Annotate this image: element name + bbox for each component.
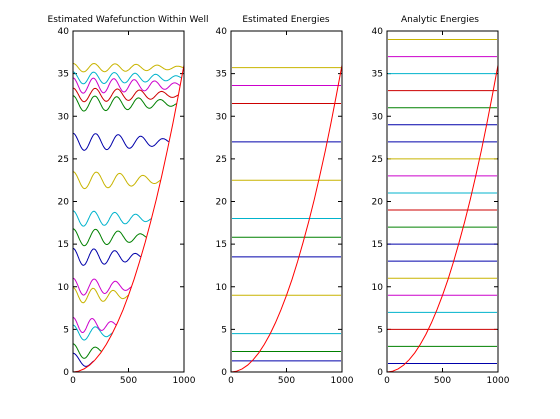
y-tick-label: 30	[58, 112, 70, 122]
x-tick-label: 500	[120, 376, 137, 386]
y-tick-label: 40	[372, 27, 384, 37]
y-tick-label: 10	[58, 283, 70, 293]
wavefunction-line	[72, 132, 170, 151]
wavefunction-line	[72, 228, 147, 247]
panel-wavefunction-frame	[72, 30, 185, 373]
y-tick-label: 35	[58, 70, 69, 80]
wavefunction-line	[72, 77, 181, 94]
x-tick-label: 0	[384, 376, 390, 386]
y-tick-label: 25	[216, 155, 227, 165]
y-tick-label: 10	[216, 283, 228, 293]
wavefunction-line	[72, 171, 161, 190]
y-tick-label: 25	[372, 155, 383, 165]
x-tick-label: 1000	[331, 376, 354, 386]
wavefunction-line	[72, 277, 132, 296]
potential-curve	[230, 65, 343, 373]
x-tick-label: 500	[278, 376, 295, 386]
y-tick-label: 5	[377, 325, 383, 335]
y-tick-label: 0	[221, 368, 227, 378]
y-tick-label: 0	[63, 368, 69, 378]
y-tick-label: 35	[372, 70, 383, 80]
wavefunction-line	[72, 210, 152, 227]
panel-wavefunction-title: Estimated Wafefunction Within Well	[48, 15, 209, 25]
x-tick-label: 0	[70, 376, 76, 386]
potential-curve	[72, 65, 185, 373]
y-tick-label: 35	[216, 70, 227, 80]
y-tick-label: 30	[216, 112, 228, 122]
y-tick-label: 5	[63, 325, 69, 335]
x-tick-label: 1000	[173, 376, 196, 386]
panel-estimated-energies-plot: 0 5 10 15 20 25 30 35 40 0 500 1000	[216, 27, 354, 386]
wavefunction-line	[72, 287, 129, 304]
panel-wavefunction: Estimated Wafefunction Within Well 0 5 10 1…	[48, 15, 209, 386]
y-tick-label: 15	[58, 240, 69, 250]
y-tick-label: 15	[372, 240, 383, 250]
wavefunction-line	[72, 71, 182, 85]
wavefunction-line	[72, 87, 179, 103]
panel-analytic-energies-frame	[386, 30, 499, 373]
y-tick-label: 20	[372, 198, 384, 208]
panel-analytic-energies: Analytic Energies 0 5 10 15 20 25 30 35 40 0 500 10…	[372, 15, 510, 386]
wavefunction-line	[73, 324, 113, 341]
y-tick-label: 5	[221, 325, 227, 335]
y-tick-label: 20	[216, 198, 228, 208]
y-tick-label: 30	[372, 112, 384, 122]
y-tick-label: 10	[372, 283, 384, 293]
panel-analytic-energies-title: Analytic Energies	[401, 15, 479, 25]
x-tick-label: 1000	[487, 376, 510, 386]
y-tick-label: 20	[58, 198, 70, 208]
y-tick-label: 40	[216, 27, 228, 37]
y-tick-label: 15	[216, 240, 227, 250]
wavefunction-line	[72, 316, 117, 333]
wavefunction-line	[72, 62, 184, 73]
wavefunction-line	[73, 343, 102, 359]
x-tick-label: 0	[228, 376, 234, 386]
wavefunction-line	[72, 95, 178, 112]
y-tick-label: 25	[58, 155, 69, 165]
panel-estimated-energies-title: Estimated Energies	[242, 15, 330, 25]
wavefunction-line	[72, 247, 142, 266]
y-tick-label: 0	[377, 368, 383, 378]
panel-estimated-energies-frame	[230, 30, 343, 373]
y-tick-label: 40	[58, 27, 70, 37]
x-tick-label: 500	[434, 376, 451, 386]
potential-curve	[386, 65, 499, 373]
panel-analytic-energies-plot: 0 5 10 15 20 25 30 35 40 0 500 1000	[372, 27, 510, 386]
panel-estimated-energies: Estimated Energies 0 5 10 15 20 25 30 35 40 0 500 1…	[216, 15, 354, 386]
